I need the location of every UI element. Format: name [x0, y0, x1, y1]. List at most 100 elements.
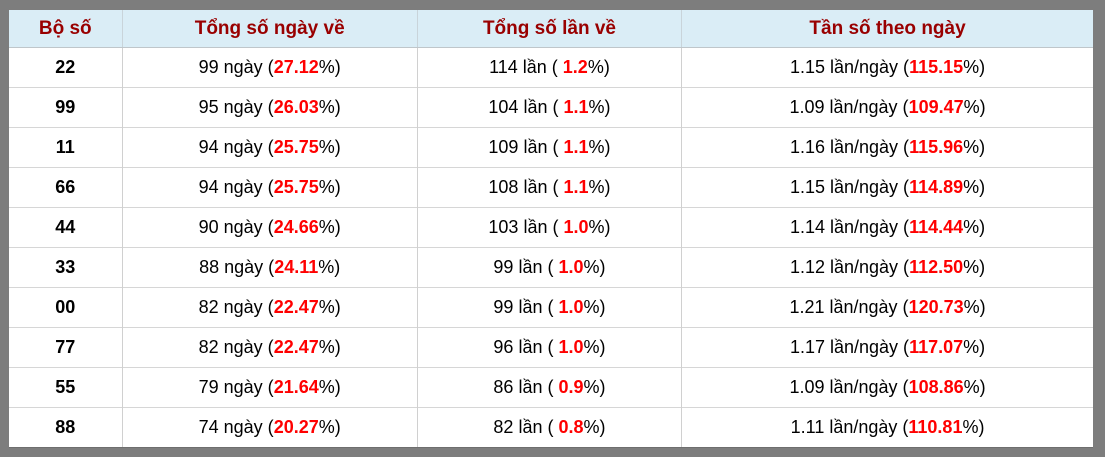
days-cell: 90 ngày (24.66%) [122, 207, 418, 248]
frequency-cell: 1.14 lần/ngày (114.44%) [681, 207, 1093, 248]
days-cell: 94 ngày (25.75%) [122, 127, 418, 168]
frequency-cell: 1.12 lần/ngày (112.50%) [681, 247, 1093, 288]
times-percent-value: 1.0 [558, 257, 584, 277]
header-pair: Bộ số [9, 10, 123, 48]
percent-suffix: %) [318, 297, 341, 317]
times-text: 103 lần ( [488, 217, 564, 237]
days-percent-value: 21.64 [273, 377, 319, 397]
percent-suffix: %) [318, 337, 341, 357]
times-text: 99 lần ( [493, 297, 559, 317]
percent-suffix: %) [963, 377, 986, 397]
percent-suffix: %) [588, 137, 611, 157]
frequency-cell: 1.16 lần/ngày (115.96%) [681, 127, 1093, 168]
days-text: 90 ngày ( [198, 217, 274, 237]
times-cell: 103 lần ( 1.0%) [417, 207, 683, 248]
times-percent-value: 1.1 [563, 137, 589, 157]
percent-suffix: %) [318, 217, 341, 237]
percent-suffix: %) [318, 257, 341, 277]
percent-suffix: %) [963, 97, 986, 117]
days-text: 74 ngày ( [198, 417, 274, 437]
percent-suffix: %) [963, 337, 986, 357]
percent-suffix: %) [963, 257, 986, 277]
table-row: 55 79 ngày (21.64%) 86 lần ( 0.9%) 1.09 … [9, 367, 1093, 408]
percent-suffix: %) [963, 217, 986, 237]
times-text: 96 lần ( [493, 337, 559, 357]
days-percent-value: 22.47 [273, 337, 319, 357]
times-cell: 114 lần ( 1.2%) [417, 47, 683, 88]
frequency-text: 1.15 lần/ngày ( [789, 177, 910, 197]
table-body: 22 99 ngày (27.12%) 114 lần ( 1.2%) 1.15… [9, 47, 1093, 447]
percent-suffix: %) [963, 297, 986, 317]
times-text: 109 lần ( [488, 137, 564, 157]
frequency-cell: 1.15 lần/ngày (114.89%) [681, 167, 1093, 208]
days-text: 79 ngày ( [198, 377, 274, 397]
table-row: 66 94 ngày (25.75%) 108 lần ( 1.1%) 1.15… [9, 167, 1093, 208]
days-percent-value: 25.75 [273, 177, 319, 197]
frequency-percent-value: 117.07 [909, 337, 964, 357]
days-cell: 82 ngày (22.47%) [122, 327, 418, 368]
frequency-text: 1.21 lần/ngày ( [789, 297, 909, 317]
days-cell: 99 ngày (27.12%) [122, 47, 418, 88]
pair-cell: 55 [9, 367, 123, 408]
percent-suffix: %) [588, 177, 611, 197]
times-percent-value: 1.2 [562, 57, 588, 77]
table-row: 88 74 ngày (20.27%) 82 lần ( 0.8%) 1.11 … [9, 407, 1093, 447]
days-percent-value: 24.11 [274, 257, 319, 277]
frequency-cell: 1.17 lần/ngày (117.07%) [681, 327, 1093, 368]
frequency-cell: 1.09 lần/ngày (109.47%) [681, 87, 1093, 128]
times-cell: 99 lần ( 1.0%) [417, 247, 683, 288]
times-cell: 104 lần ( 1.1%) [417, 87, 683, 128]
frequency-cell: 1.09 lần/ngày (108.86%) [681, 367, 1093, 408]
header-frequency-per-day: Tần số theo ngày [681, 10, 1093, 48]
percent-suffix: %) [587, 57, 610, 77]
frequency-percent-value: 108.86 [908, 377, 964, 397]
frequency-percent-value: 112.50 [909, 257, 964, 277]
times-percent-value: 0.8 [558, 417, 584, 437]
frequency-text: 1.16 lần/ngày ( [789, 137, 910, 157]
table-row: 11 94 ngày (25.75%) 109 lần ( 1.1%) 1.16… [9, 127, 1093, 168]
percent-suffix: %) [318, 137, 341, 157]
days-text: 94 ngày ( [198, 177, 274, 197]
header-total-days: Tổng số ngày về [122, 10, 418, 48]
percent-suffix: %) [318, 97, 341, 117]
frequency-text: 1.17 lần/ngày ( [789, 337, 910, 357]
times-cell: 96 lần ( 1.0%) [417, 327, 683, 368]
days-cell: 82 ngày (22.47%) [122, 287, 418, 328]
frequency-text: 1.09 lần/ngày ( [789, 97, 909, 117]
times-text: 99 lần ( [493, 257, 559, 277]
days-cell: 88 ngày (24.11%) [122, 247, 418, 288]
days-percent-value: 20.27 [273, 417, 319, 437]
pair-cell: 99 [9, 87, 123, 128]
times-cell: 109 lần ( 1.1%) [417, 127, 683, 168]
times-percent-value: 1.1 [563, 177, 589, 197]
times-cell: 108 lần ( 1.1%) [417, 167, 683, 208]
frequency-text: 1.12 lần/ngày ( [789, 257, 910, 277]
table-row: 22 99 ngày (27.12%) 114 lần ( 1.2%) 1.15… [9, 47, 1093, 88]
frequency-percent-value: 120.73 [908, 297, 964, 317]
days-percent-value: 25.75 [273, 137, 319, 157]
frequency-text: 1.14 lần/ngày ( [789, 217, 910, 237]
pair-cell: 11 [9, 127, 123, 168]
percent-suffix: %) [583, 257, 606, 277]
frequency-percent-value: 114.89 [909, 177, 964, 197]
days-text: 95 ngày ( [198, 97, 274, 117]
days-text: 94 ngày ( [198, 137, 274, 157]
days-percent-value: 22.47 [273, 297, 319, 317]
percent-suffix: %) [583, 417, 606, 437]
percent-suffix: %) [588, 217, 611, 237]
table-row: 00 82 ngày (22.47%) 99 lần ( 1.0%) 1.21 … [9, 287, 1093, 328]
percent-suffix: %) [963, 57, 986, 77]
percent-suffix: %) [318, 417, 341, 437]
days-text: 99 ngày ( [198, 57, 274, 77]
table-row: 33 88 ngày (24.11%) 99 lần ( 1.0%) 1.12 … [9, 247, 1093, 288]
frequency-cell: 1.21 lần/ngày (120.73%) [681, 287, 1093, 328]
percent-suffix: %) [318, 377, 341, 397]
frequency-text: 1.15 lần/ngày ( [789, 57, 910, 77]
days-cell: 79 ngày (21.64%) [122, 367, 418, 408]
percent-suffix: %) [588, 97, 611, 117]
pair-cell: 22 [9, 47, 123, 88]
table-frame: Bộ số Tổng số ngày về Tổng số lần về Tần… [9, 10, 1093, 448]
table-row: 44 90 ngày (24.66%) 103 lần ( 1.0%) 1.14… [9, 207, 1093, 248]
pair-cell: 88 [9, 407, 123, 447]
percent-suffix: %) [318, 57, 341, 77]
